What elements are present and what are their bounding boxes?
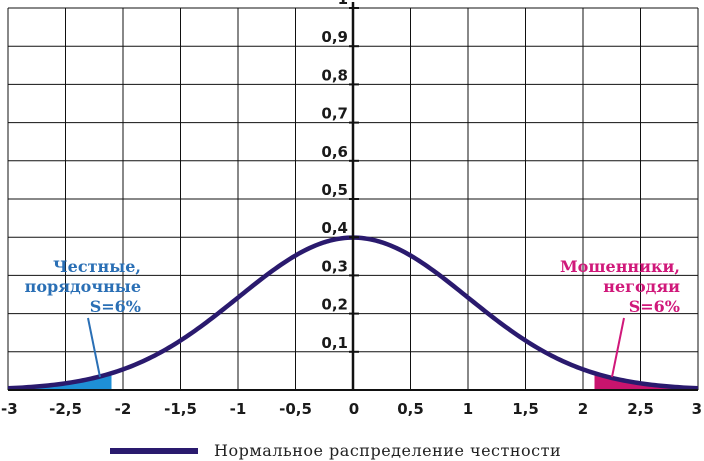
annotation-leader	[611, 317, 625, 378]
y-tick-label: 0,3	[321, 257, 348, 275]
annotation-line: порядочные	[25, 277, 141, 296]
x-tick-label: -1,5	[164, 400, 197, 418]
y-tick-label: 1	[338, 0, 348, 8]
x-tick-label: 3	[692, 400, 702, 418]
y-tick-label: 0,9	[321, 28, 348, 46]
x-tick-label: 1,5	[512, 400, 539, 418]
annotation-line: негодяи	[603, 277, 680, 296]
x-tick-label: 0,5	[397, 400, 424, 418]
y-tick-label: 0,7	[321, 105, 348, 123]
annotation-line: Честные,	[53, 257, 141, 276]
x-tick-labels: -3 -2,5 -2 -1,5 -1 -0,5 0 0,5 1 1,5 2 2,5 3	[1, 400, 702, 418]
x-tick-label: 0	[349, 400, 359, 418]
annotation-line: S=6%	[629, 297, 680, 316]
y-tick-label: 0,1	[321, 334, 348, 352]
annotations: Честные, порядочные S=6%Мошенники, негодяи S…	[25, 257, 680, 378]
x-tick-label: -1	[230, 400, 247, 418]
y-tick-labels: 0,1 0,2 0,3 0,4 0,5 0,6 0,7 0,8 0,9 1	[321, 0, 348, 352]
legend: Нормальное распределение честности	[110, 441, 561, 460]
y-tick-label: 0,8	[321, 66, 348, 84]
axes	[8, 2, 698, 391]
legend-label: Нормальное распределение честности	[214, 441, 562, 460]
x-tick-label: 1	[463, 400, 473, 418]
x-tick-label: -3	[1, 400, 18, 418]
shaded-region-right	[594, 373, 698, 390]
shaded-regions	[8, 373, 698, 390]
y-tick-label: 0,2	[321, 296, 348, 314]
y-tick-label: 0,5	[321, 181, 348, 199]
annotation-line: Мошенники,	[560, 257, 680, 276]
x-tick-label: 2	[578, 400, 588, 418]
annotation-line: S=6%	[90, 297, 141, 316]
x-tick-label: -2,5	[49, 400, 82, 418]
x-tick-label: -2	[115, 400, 132, 418]
annotation-label: Честные, порядочные S=6%	[25, 257, 141, 316]
annotation-label: Мошенники, негодяи S=6%	[560, 257, 680, 316]
y-tick-label: 0,6	[321, 143, 348, 161]
y-tick-label: 0,4	[321, 219, 348, 237]
x-tick-label: -0,5	[279, 400, 312, 418]
shaded-region-left	[8, 373, 112, 390]
annotation-leader	[87, 317, 101, 378]
legend-swatch	[110, 447, 198, 454]
x-tick-label: 2,5	[627, 400, 654, 418]
